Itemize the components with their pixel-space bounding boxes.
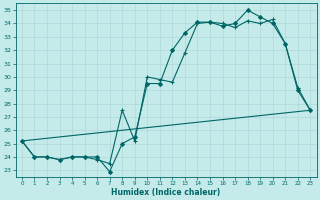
X-axis label: Humidex (Indice chaleur): Humidex (Indice chaleur) <box>111 188 221 197</box>
